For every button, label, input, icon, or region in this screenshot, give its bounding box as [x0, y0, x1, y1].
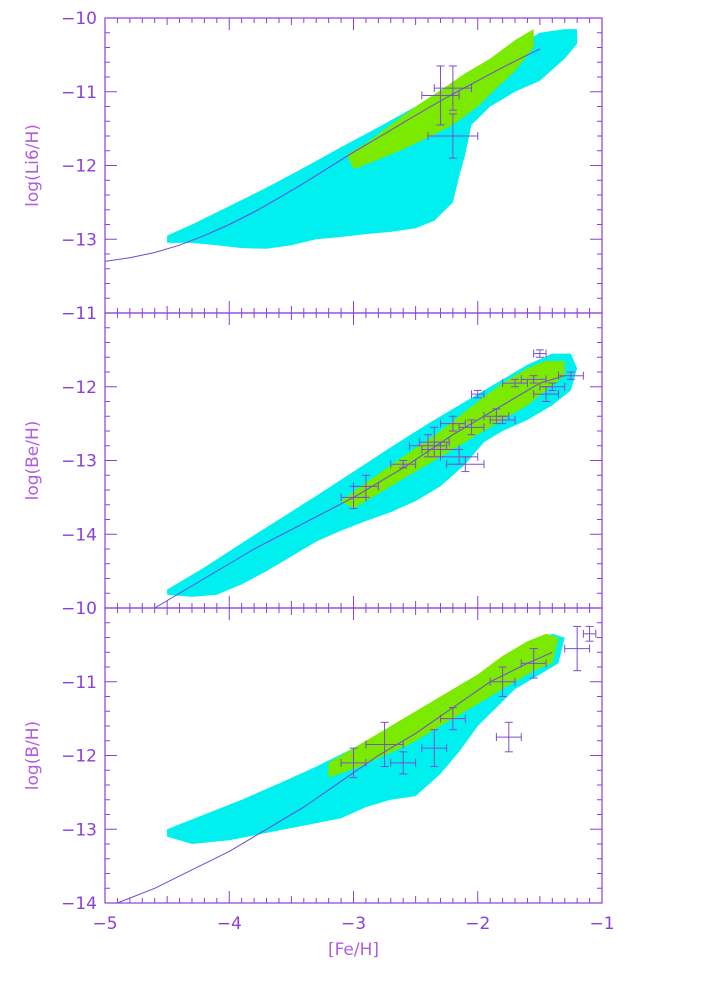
- plot-area: [105, 29, 578, 262]
- x-axis-label: [Fe/H]: [328, 940, 379, 960]
- plot-area: [154, 349, 584, 608]
- y-tick-label: −14: [61, 525, 97, 545]
- y-axis-label: log(Be/H): [23, 421, 43, 501]
- y-tick-label: −11: [61, 83, 97, 103]
- x-tick-label: −3: [341, 914, 366, 934]
- plot-area: [117, 625, 597, 903]
- data-point: [365, 721, 404, 768]
- data-point: [489, 415, 516, 425]
- data-point: [533, 349, 547, 358]
- panel-top: −13 −12 −11 −10 log(Li6/H): [23, 9, 603, 314]
- y-tick-label: −13: [61, 452, 97, 472]
- data-point: [495, 721, 522, 753]
- panel-bottom: −14 −13 −12 −11 −10 −5 −4 −3 −2 −1 log(B/H) [Fe/H]: [23, 599, 615, 960]
- y-axis-label: log(B/H): [23, 721, 43, 790]
- x-tick-label: −5: [92, 914, 117, 934]
- y-tick-label: −13: [61, 230, 97, 250]
- data-point: [458, 419, 485, 436]
- model-curve: [105, 48, 541, 262]
- data-point: [471, 389, 485, 399]
- y-tick-label: −10: [61, 9, 97, 29]
- data-point: [582, 625, 597, 642]
- data-point: [390, 751, 417, 775]
- y-tick-label: −11: [61, 673, 97, 693]
- data-point: [558, 371, 584, 380]
- x-tick-label: −2: [465, 914, 490, 934]
- y-tick-label: −12: [61, 378, 97, 398]
- x-tick-label: −1: [589, 914, 614, 934]
- data-point: [446, 456, 485, 473]
- y-tick-label: −11: [61, 304, 97, 324]
- data-point: [520, 375, 547, 384]
- data-point: [502, 378, 528, 388]
- panel-middle: −14 −13 −12 −11 log(Be/H): [23, 304, 603, 609]
- x-tick-label: −4: [217, 914, 242, 934]
- data-point: [353, 474, 379, 498]
- y-tick-label: −10: [61, 599, 97, 619]
- data-point: [439, 707, 466, 731]
- y-tick-label: −13: [61, 820, 97, 840]
- y-axis-label: log(Li6/H): [23, 124, 43, 207]
- plot-frame: [104, 312, 603, 609]
- y-tick-label: −12: [61, 157, 97, 177]
- data-point: [489, 666, 516, 697]
- data-point: [421, 65, 460, 126]
- data-point: [564, 625, 591, 672]
- y-tick-label: −14: [61, 894, 97, 914]
- inner-envelope-region: [328, 633, 559, 778]
- data-point: [427, 113, 479, 159]
- data-point: [340, 747, 367, 779]
- data-point: [539, 382, 566, 391]
- data-point: [483, 408, 510, 425]
- data-point: [520, 648, 547, 679]
- y-tick-label: −12: [61, 747, 97, 767]
- data-point: [421, 729, 448, 768]
- data-point: [390, 460, 417, 469]
- data-point: [439, 415, 466, 432]
